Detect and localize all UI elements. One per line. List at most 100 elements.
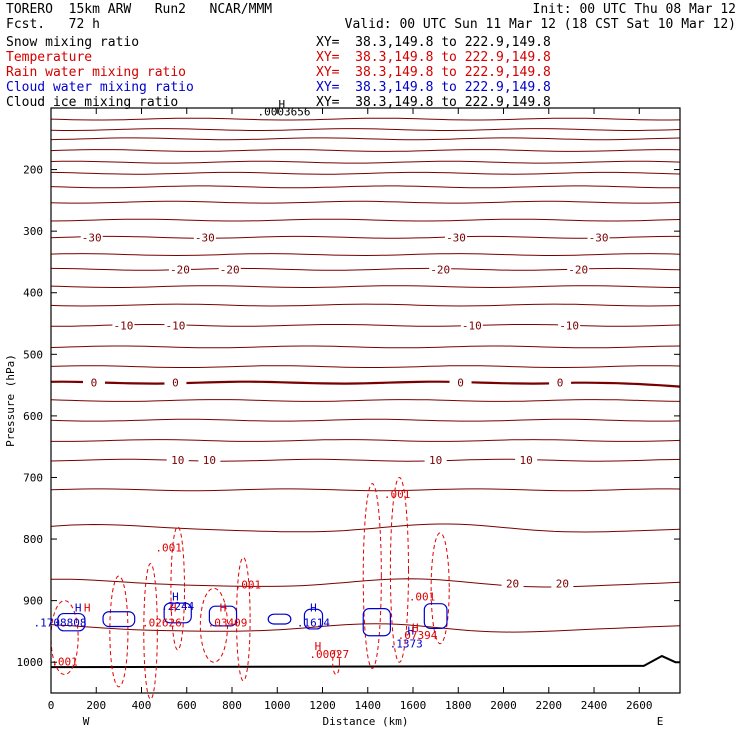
rain-label: .001: [155, 541, 182, 554]
cloud-contour: [362, 608, 391, 637]
isotherm-label-bg: [193, 231, 216, 243]
y-tick-label: 300: [23, 225, 43, 238]
field-name-cloud-water: Cloud water mixing ratio: [6, 80, 194, 95]
cloud-label: .1373: [390, 637, 423, 650]
high-marker: H: [170, 602, 177, 615]
cloud-label: .1708808: [34, 616, 87, 629]
field-name-cloud-ice: Cloud ice mixing ratio: [6, 95, 179, 110]
x-tick-label: 2400: [581, 699, 608, 712]
rain-label: .001: [409, 591, 436, 604]
isotherm: [50, 303, 681, 307]
isotherm-label: -10: [166, 319, 186, 332]
isotherm: [50, 235, 680, 239]
rain-contour: [430, 532, 450, 645]
isotherm-label: 10: [520, 454, 533, 467]
rain-contour: [362, 483, 382, 669]
isotherm: [50, 171, 681, 175]
isotherm-label: 0: [457, 377, 464, 390]
isotherm-label-bg: [445, 231, 468, 243]
isotherm-label-bg: [166, 454, 189, 466]
isotherm: [50, 137, 681, 141]
isotherm: [50, 253, 681, 257]
isotherm-label-bg: [218, 263, 241, 275]
field-range-temperature: XY= 38.3,149.8 to 222.9,149.8: [316, 50, 551, 65]
cloud-contour: [267, 613, 292, 625]
x-tick-label: 1400: [355, 699, 382, 712]
isotherm-label-bg: [424, 454, 447, 466]
isotherm-label-bg: [112, 319, 135, 331]
isotherm-label-bg: [82, 376, 105, 388]
valid-time: Valid: 00 UTC Sun 11 Mar 12 (18 CST Sat …: [344, 17, 736, 32]
cloud-contour: [208, 605, 238, 627]
model-title: TORERO 15km ARW Run2 NCAR/MMM: [6, 2, 273, 17]
high-marker: H: [315, 640, 322, 653]
isotherm: [50, 380, 681, 388]
isotherm-label-bg: [558, 319, 581, 331]
isotherm-label: -30: [589, 231, 609, 244]
isotherm-label: 10: [429, 454, 442, 467]
rain-label: .001: [235, 578, 262, 591]
cloud-contour: [423, 603, 448, 629]
field-name-temperature: Temperature: [6, 50, 93, 65]
isotherm-label: -10: [559, 319, 579, 332]
isotherm: [50, 117, 681, 121]
isotherm-label-bg: [198, 454, 221, 466]
x-tick-label: 2600: [626, 699, 653, 712]
isotherm-label: -10: [113, 319, 133, 332]
isotherm-label-bg: [164, 376, 187, 388]
y-tick-label: 800: [23, 533, 43, 546]
isotherm-label: -20: [170, 263, 190, 276]
high-marker: H: [75, 602, 82, 615]
isotherm-label-bg: [429, 263, 452, 275]
x-tick-label: 2000: [490, 699, 517, 712]
y-tick-label: 1000: [17, 656, 44, 669]
isotherm-label: 0: [557, 377, 564, 390]
isotherm-label: 10: [203, 454, 216, 467]
isotherm-label-bg: [164, 319, 187, 331]
forecast-hour: Fcst. 72 h: [6, 17, 100, 32]
isotherm-label: -20: [430, 263, 450, 276]
isotherm-label-bg: [501, 577, 524, 589]
init-time: Init: 00 UTC Thu 08 Mar 12: [532, 2, 737, 17]
rain-label: .001: [51, 655, 78, 668]
x-tick-label: 600: [177, 699, 197, 712]
cloud-contour: [57, 612, 86, 632]
plot-frame: [50, 107, 681, 694]
isotherm: [50, 345, 681, 349]
field-range-rain: XY= 38.3,149.8 to 222.9,149.8: [316, 65, 551, 80]
field-name-rain: Rain water mixing ratio: [6, 65, 187, 80]
y-tick-label: 400: [23, 287, 43, 300]
isotherm-label: 0: [172, 377, 179, 390]
high-marker: H: [220, 602, 227, 615]
isotherm: [50, 185, 680, 189]
isotherm: [50, 160, 681, 164]
cloud-contour: [163, 602, 192, 624]
x-end-east: E: [657, 715, 664, 728]
x-end-west: W: [83, 715, 90, 728]
isotherm-label-bg: [80, 231, 103, 243]
isotherm-label-bg: [549, 376, 572, 388]
y-tick-label: 200: [23, 164, 43, 177]
rain-contour: [50, 600, 79, 676]
isotherm: [50, 285, 680, 289]
isotherm: [50, 418, 681, 422]
isotherm: [50, 623, 681, 633]
isotherm-label: 20: [506, 577, 519, 590]
terrain-line: [50, 654, 680, 669]
high-marker: H: [278, 98, 285, 111]
isotherm-label: -10: [462, 319, 482, 332]
x-tick-label: 800: [222, 699, 242, 712]
isotherm-label: 0: [91, 377, 98, 390]
isotherm: [50, 399, 681, 402]
y-tick-label: 700: [23, 471, 43, 484]
y-tick-label: 900: [23, 595, 43, 608]
x-tick-label: 400: [132, 699, 152, 712]
isotherm-label: -30: [195, 231, 215, 244]
isotherm-label: 10: [171, 454, 184, 467]
x-axis-label: Distance (km): [322, 715, 408, 728]
high-marker: H: [84, 602, 91, 615]
isotherm-label-bg: [460, 319, 483, 331]
y-tick-label: 600: [23, 410, 43, 423]
x-tick-label: 1800: [445, 699, 472, 712]
